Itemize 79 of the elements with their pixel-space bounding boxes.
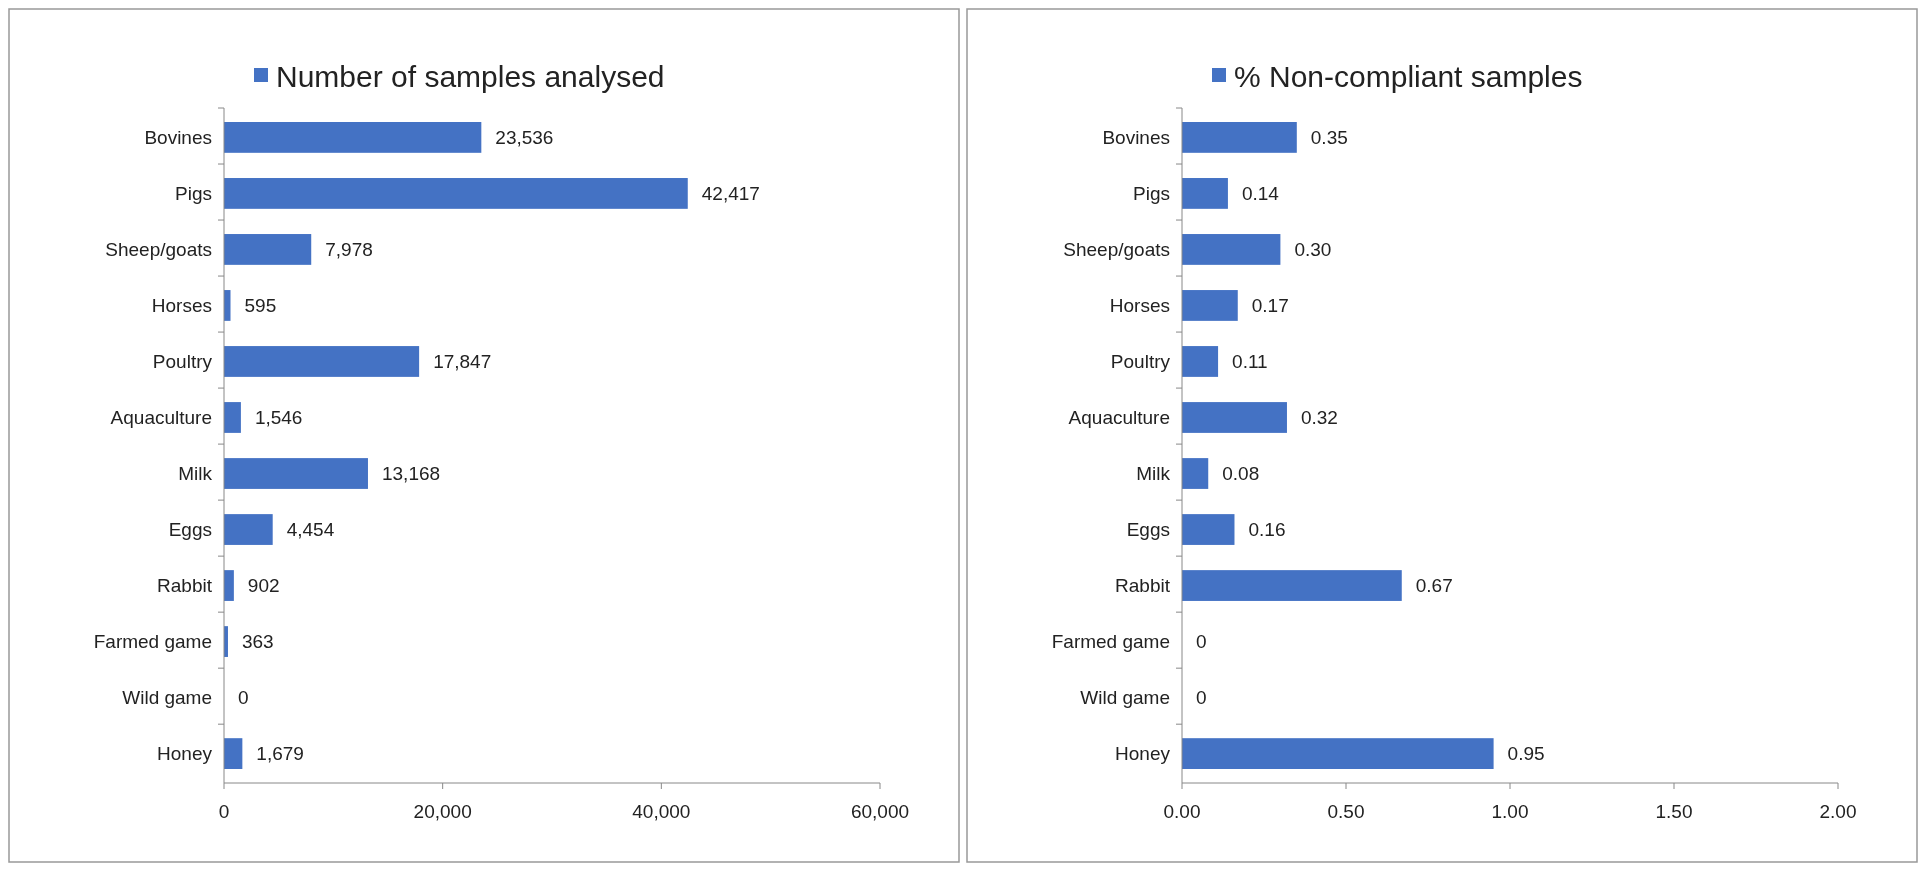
legend-label: % Non-compliant samples xyxy=(1234,59,1583,93)
data-label: 902 xyxy=(247,575,280,597)
y-tick-label: Pigs xyxy=(1133,183,1170,205)
data-label: 0 xyxy=(238,687,249,709)
y-tick-label: Milk xyxy=(1136,463,1171,485)
data-label: 0.35 xyxy=(1310,127,1348,149)
bar xyxy=(1182,346,1219,377)
x-tick-label: 0.50 xyxy=(1327,801,1365,822)
y-tick-label: Bovines xyxy=(144,127,212,149)
y-tick-label: Poultry xyxy=(152,351,213,373)
y-tick-label: Sheep/goats xyxy=(105,239,212,261)
x-tick-label: 0.00 xyxy=(1163,801,1201,822)
x-tick-label: 60,000 xyxy=(850,801,910,822)
data-label: 0.11 xyxy=(1232,351,1268,373)
y-tick-label: Horses xyxy=(151,295,212,317)
y-tick-label: Honey xyxy=(157,743,213,765)
bar xyxy=(1182,458,1209,489)
bar xyxy=(1182,514,1235,545)
bar xyxy=(1182,290,1238,321)
y-tick-label: Sheep/goats xyxy=(1063,239,1170,261)
bar xyxy=(224,234,312,265)
bar xyxy=(224,570,234,601)
y-tick-label: Farmed game xyxy=(1051,631,1170,653)
bar xyxy=(224,346,420,377)
bar xyxy=(1182,234,1281,265)
y-tick-label: Rabbit xyxy=(157,575,213,597)
bar xyxy=(224,458,368,489)
y-tick-label: Wild game xyxy=(1080,687,1170,709)
x-tick-label: 1.00 xyxy=(1491,801,1529,822)
y-tick-label: Rabbit xyxy=(1115,575,1171,597)
legend-label: Number of samples analysed xyxy=(276,59,665,93)
y-tick-label: Wild game xyxy=(122,687,212,709)
bar xyxy=(224,122,482,153)
data-label: 0.32 xyxy=(1300,407,1338,429)
y-tick-label: Poultry xyxy=(1110,351,1171,373)
y-tick-label: Farmed game xyxy=(93,631,212,653)
data-label: 0 xyxy=(1196,631,1207,653)
data-label: 0.14 xyxy=(1241,183,1280,205)
y-tick-label: Pigs xyxy=(175,183,212,205)
bar xyxy=(1182,402,1287,433)
x-tick-label: 20,000 xyxy=(413,801,472,822)
bar xyxy=(1182,178,1228,209)
data-label: 0.16 xyxy=(1248,519,1286,541)
data-label: 0 xyxy=(1196,687,1207,709)
y-tick-label: Milk xyxy=(178,463,213,485)
bar xyxy=(1182,570,1402,601)
bar xyxy=(224,738,243,769)
bar xyxy=(224,290,231,321)
data-label: 0.08 xyxy=(1222,463,1260,485)
y-tick-label: Aquaculture xyxy=(1068,407,1170,429)
x-tick-label: 40,000 xyxy=(632,801,691,822)
y-tick-label: Horses xyxy=(1109,295,1170,317)
y-tick-label: Honey xyxy=(1115,743,1171,765)
data-label: 7,978 xyxy=(325,239,373,261)
bar xyxy=(224,514,273,545)
data-label: 23,536 xyxy=(495,127,554,149)
data-label: 4,454 xyxy=(286,519,335,541)
bar xyxy=(1182,122,1297,153)
y-tick-label: Eggs xyxy=(1126,519,1170,541)
data-label: 1,679 xyxy=(256,743,304,765)
data-label: 0.17 xyxy=(1251,295,1289,317)
data-label: 595 xyxy=(244,295,277,317)
y-tick-label: Aquaculture xyxy=(110,407,212,429)
data-label: 0.30 xyxy=(1294,239,1332,261)
x-tick-label: 0 xyxy=(218,801,230,822)
data-label: 1,546 xyxy=(254,407,303,429)
bar xyxy=(224,402,241,433)
data-label: 0.67 xyxy=(1415,575,1453,597)
x-tick-label: 1.50 xyxy=(1655,801,1693,822)
data-label: 17,847 xyxy=(433,351,492,373)
data-label: 0.95 xyxy=(1507,743,1545,765)
bar xyxy=(1182,738,1494,769)
bar xyxy=(224,178,688,209)
data-label: 13,168 xyxy=(381,463,441,485)
y-tick-label: Eggs xyxy=(168,519,212,541)
y-tick-label: Bovines xyxy=(1102,127,1170,149)
data-label: 363 xyxy=(241,631,274,653)
x-tick-label: 2.00 xyxy=(1819,801,1857,822)
data-label: 42,417 xyxy=(701,183,760,205)
